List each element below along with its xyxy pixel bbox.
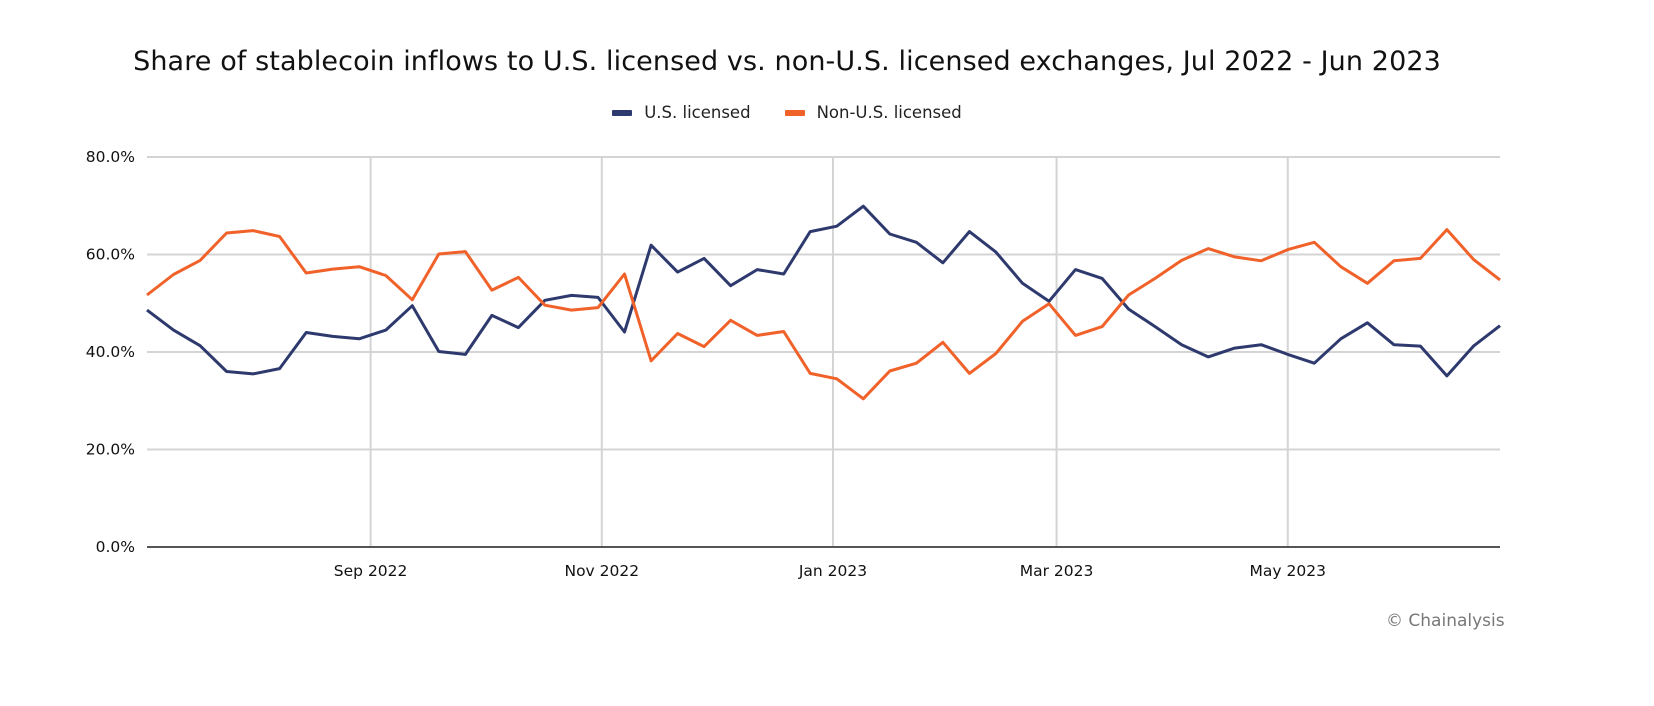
x-tick-label: Jan 2023 [798, 562, 867, 580]
legend-item-us-licensed[interactable]: U.S. licensed [612, 103, 751, 122]
legend-label-non-us-licensed: Non-U.S. licensed [816, 103, 962, 122]
y-tick-label: 20.0% [86, 441, 135, 459]
legend-item-non-us-licensed[interactable]: Non-U.S. licensed [784, 103, 962, 122]
copyright-text: © Chainalysis [1386, 611, 1505, 631]
y-tick-label: 0.0% [96, 538, 135, 556]
y-tick-label: 80.0% [86, 148, 135, 166]
legend-label-us-licensed: U.S. licensed [644, 103, 751, 122]
series-line-non-us-licensed [146, 228, 1501, 401]
x-tick-label: Sep 2022 [334, 562, 408, 580]
chart-title: Share of stablecoin inflows to U.S. lice… [133, 46, 1441, 77]
legend: U.S. licensed Non-U.S. licensed [0, 103, 1574, 122]
y-tick-label: 60.0% [86, 246, 135, 264]
y-tick-label: 40.0% [86, 343, 135, 361]
x-tick-label: Mar 2023 [1020, 562, 1094, 580]
legend-swatch-us-licensed [612, 109, 633, 116]
series-line-us-licensed [146, 204, 1501, 378]
legend-swatch-non-us-licensed [784, 109, 805, 116]
x-tick-label: May 2023 [1250, 562, 1326, 580]
x-tick-label: Nov 2022 [564, 562, 639, 580]
